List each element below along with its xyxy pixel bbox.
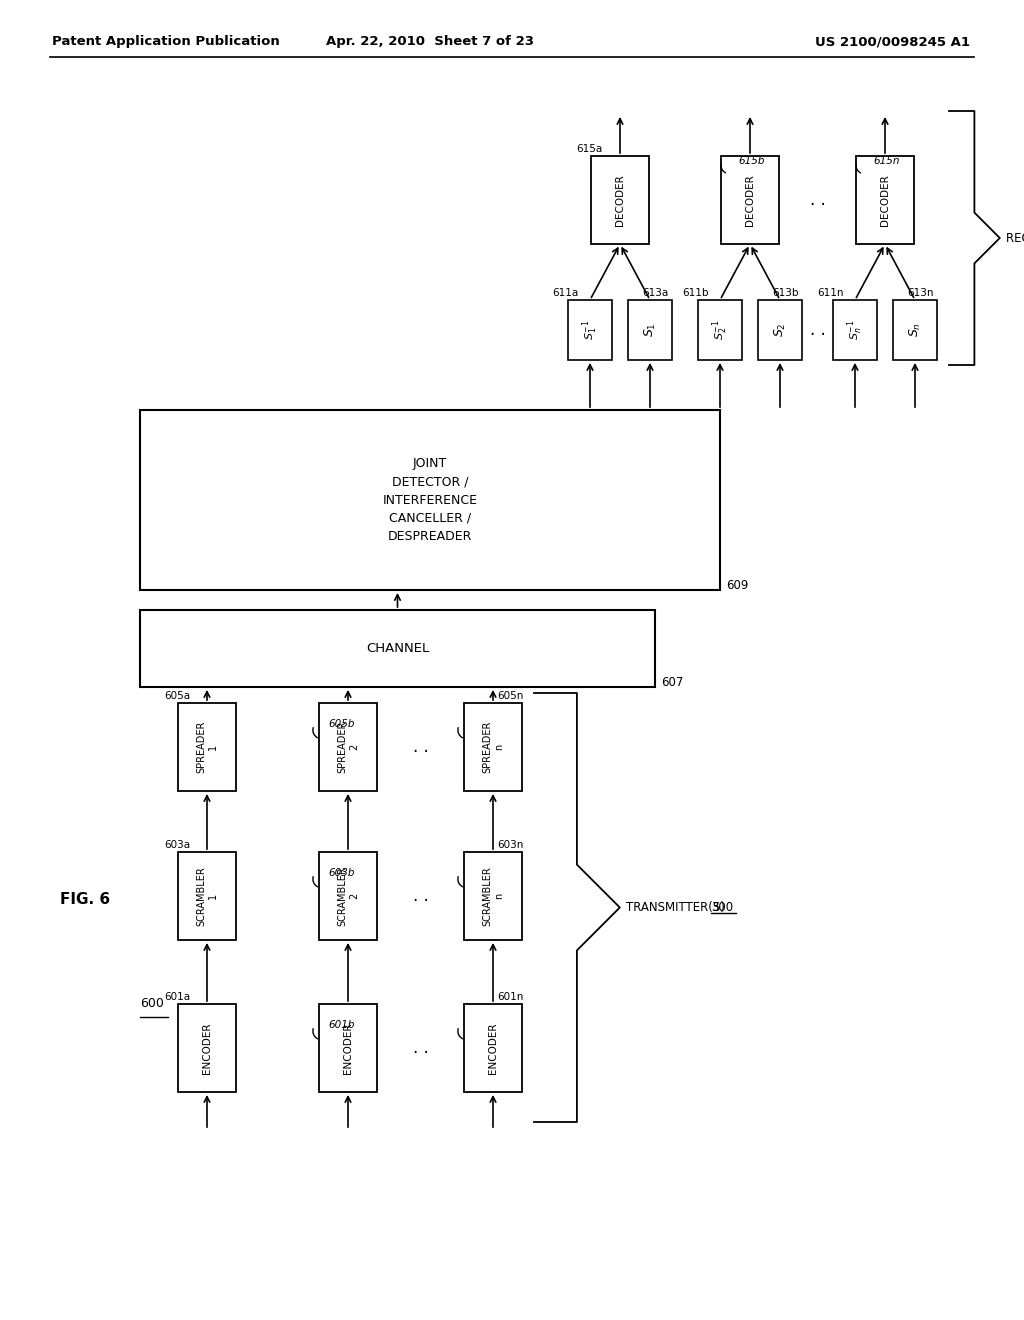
- Text: Apr. 22, 2010  Sheet 7 of 23: Apr. 22, 2010 Sheet 7 of 23: [326, 36, 534, 49]
- Text: ENCODER: ENCODER: [202, 1022, 212, 1073]
- Text: DECODER: DECODER: [615, 174, 625, 226]
- Bar: [319, 1005, 377, 1092]
- Text: 601n: 601n: [497, 993, 523, 1002]
- Text: DECODER: DECODER: [880, 174, 890, 226]
- Text: $S_2^{-1}$: $S_2^{-1}$: [711, 319, 730, 341]
- Text: Patent Application Publication: Patent Application Publication: [52, 36, 280, 49]
- Text: TRANSMITTER(S): TRANSMITTER(S): [626, 902, 728, 913]
- Text: 603n: 603n: [497, 840, 523, 850]
- Bar: [319, 704, 377, 791]
- Bar: [591, 156, 649, 244]
- Text: US 2100/0098245 A1: US 2100/0098245 A1: [815, 36, 970, 49]
- Text: RECEIVER: RECEIVER: [1006, 231, 1024, 244]
- Text: 613b: 613b: [772, 288, 799, 298]
- Text: 615b: 615b: [738, 156, 765, 166]
- Text: 605a: 605a: [164, 690, 190, 701]
- Text: 615a: 615a: [575, 144, 602, 154]
- Bar: [721, 156, 779, 244]
- Text: 615n: 615n: [873, 156, 899, 166]
- Text: JOINT
DETECTOR /
INTERFERENCE
CANCELLER /
DESPREADER: JOINT DETECTOR / INTERFERENCE CANCELLER …: [383, 458, 477, 543]
- Bar: [833, 300, 877, 360]
- Text: 603a: 603a: [164, 840, 190, 850]
- Bar: [178, 1005, 236, 1092]
- Text: . .: . .: [413, 1039, 428, 1057]
- Bar: [856, 156, 914, 244]
- Text: SPREADER
2: SPREADER 2: [337, 721, 358, 774]
- Text: 603b: 603b: [328, 869, 354, 878]
- Text: . .: . .: [413, 738, 428, 756]
- Text: $S_n^{-1}$: $S_n^{-1}$: [845, 319, 865, 341]
- Bar: [464, 851, 522, 940]
- Bar: [140, 610, 655, 686]
- Text: SCRAMBLER
n: SCRAMBLER n: [482, 866, 504, 925]
- Text: CHANNEL: CHANNEL: [366, 642, 429, 655]
- Bar: [464, 704, 522, 791]
- Text: $S_n$: $S_n$: [907, 322, 923, 338]
- Text: 600: 600: [140, 997, 164, 1010]
- Text: $S_1$: $S_1$: [642, 322, 657, 338]
- Bar: [140, 411, 720, 590]
- Bar: [628, 300, 672, 360]
- Text: 611n: 611n: [817, 288, 844, 298]
- Text: . .: . .: [810, 191, 825, 209]
- Bar: [568, 300, 612, 360]
- Text: SCRAMBLER
1: SCRAMBLER 1: [197, 866, 218, 925]
- Text: 605n: 605n: [497, 690, 523, 701]
- Text: . .: . .: [413, 887, 428, 906]
- Bar: [178, 704, 236, 791]
- Text: ENCODER: ENCODER: [343, 1022, 353, 1073]
- Bar: [758, 300, 802, 360]
- Text: 300: 300: [711, 902, 733, 913]
- Text: 609: 609: [726, 579, 749, 591]
- Text: ENCODER: ENCODER: [488, 1022, 498, 1073]
- Bar: [464, 1005, 522, 1092]
- Text: . .: . .: [810, 321, 825, 339]
- Text: SCRAMBLER
2: SCRAMBLER 2: [337, 866, 358, 925]
- Text: DECODER: DECODER: [745, 174, 755, 226]
- Text: 611b: 611b: [682, 288, 709, 298]
- Text: 601b: 601b: [328, 1020, 354, 1030]
- Text: SPREADER
n: SPREADER n: [482, 721, 504, 774]
- Text: FIG. 6: FIG. 6: [60, 892, 111, 908]
- Bar: [178, 851, 236, 940]
- Text: 601a: 601a: [164, 993, 190, 1002]
- Text: 607: 607: [662, 676, 683, 689]
- Bar: [319, 851, 377, 940]
- Bar: [893, 300, 937, 360]
- Text: $S_1^{-1}$: $S_1^{-1}$: [581, 319, 600, 341]
- Text: 605b: 605b: [328, 719, 354, 729]
- Bar: [698, 300, 742, 360]
- Text: 613a: 613a: [642, 288, 669, 298]
- Text: $S_2$: $S_2$: [772, 322, 787, 338]
- Text: SPREADER
1: SPREADER 1: [197, 721, 218, 774]
- Text: 613n: 613n: [907, 288, 934, 298]
- Text: 611a: 611a: [552, 288, 579, 298]
